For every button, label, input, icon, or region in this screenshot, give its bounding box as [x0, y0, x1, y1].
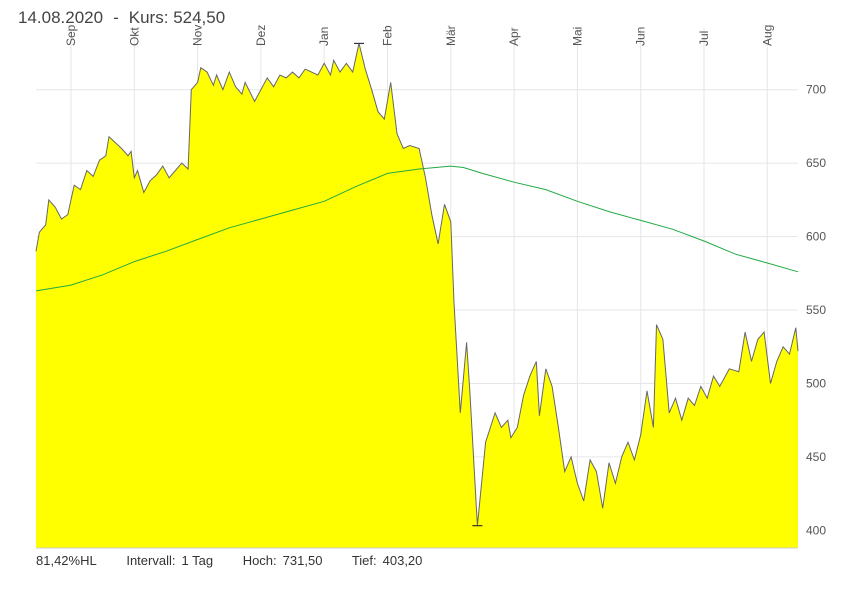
- x-month-label: Mai: [570, 27, 584, 46]
- x-month-label: Aug: [760, 25, 774, 46]
- header-kurs-value: 524,50: [173, 8, 226, 27]
- y-tick-label: 600: [806, 230, 826, 244]
- y-tick-label: 700: [806, 83, 826, 97]
- y-tick-label: 550: [806, 303, 826, 317]
- x-month-label: Feb: [381, 25, 395, 46]
- footer-low-label: Tief:: [351, 553, 377, 568]
- x-month-label: Sep: [64, 24, 78, 46]
- header-separator: -: [113, 8, 119, 27]
- x-month-label: Dez: [254, 25, 268, 46]
- x-month-label: Jan: [317, 27, 331, 46]
- chart-header: 14.08.2020- Kurs: 524,50: [18, 8, 225, 28]
- x-month-label: Jun: [634, 27, 648, 46]
- header-kurs-label: Kurs:: [128, 8, 169, 27]
- footer-hl-value: 81,42%HL: [36, 553, 97, 568]
- y-tick-label: 450: [806, 450, 826, 464]
- x-month-label: Nov: [191, 25, 205, 46]
- x-month-label: Okt: [127, 27, 141, 46]
- header-date: 14.08.2020: [18, 8, 104, 27]
- y-tick-label: 500: [806, 376, 826, 390]
- footer-high-value: 731,50: [282, 553, 323, 568]
- footer-low-value: 403,20: [382, 553, 423, 568]
- footer-high-label: Hoch:: [242, 553, 277, 568]
- chart-footer: 81,42%HL Intervall: 1 Tag Hoch: 731,50 Tie…: [36, 553, 448, 568]
- y-tick-label: 650: [806, 156, 826, 170]
- x-month-label: Jul: [697, 31, 711, 46]
- footer-interval-label: Intervall:: [126, 553, 176, 568]
- price-line: [35, 43, 799, 526]
- x-month-label: Apr: [507, 27, 521, 46]
- y-tick-label: 400: [806, 523, 826, 537]
- x-month-label: Mär: [444, 25, 458, 46]
- footer-interval-value: 1 Tag: [181, 553, 214, 568]
- price-area: [36, 43, 798, 549]
- moving-average-line: [35, 165, 799, 292]
